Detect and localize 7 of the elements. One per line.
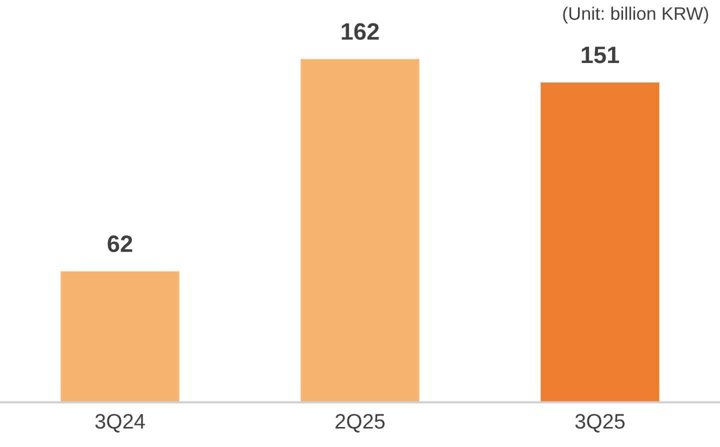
- data-label: 162: [342, 23, 379, 40]
- x-tick-label: 3Q24: [95, 414, 145, 432]
- data-label: 151: [582, 46, 620, 64]
- x-tick-label: 2Q25: [336, 414, 385, 432]
- x-tick-label: 3Q25: [575, 414, 625, 432]
- data-label: 62: [108, 235, 132, 252]
- text: (Unit: billion KRW): [563, 6, 708, 24]
